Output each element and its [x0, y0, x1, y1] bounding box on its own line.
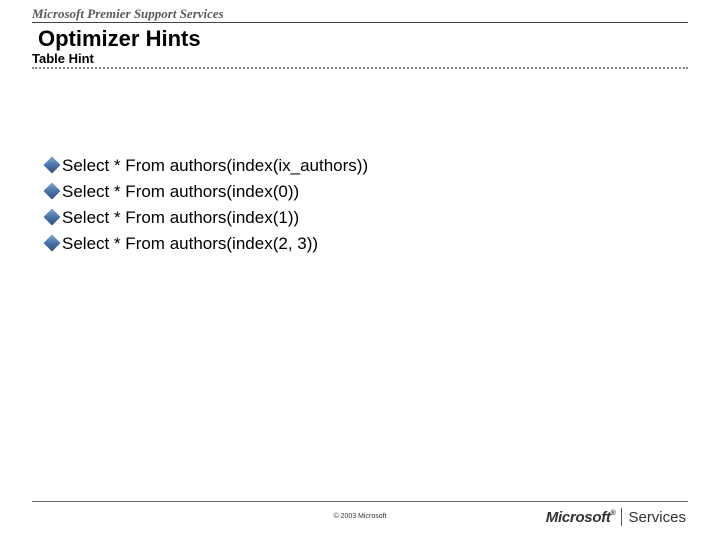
page-title: Optimizer Hints — [38, 26, 201, 52]
diamond-bullet-icon — [44, 183, 61, 200]
diamond-bullet-icon — [44, 157, 61, 174]
footer-rule — [32, 501, 688, 502]
list-item: Select * From authors(index(2, 3)) — [46, 233, 680, 255]
bullet-text: Select * From authors(index(2, 3)) — [62, 233, 318, 255]
header-rule — [32, 22, 688, 23]
bullet-text: Select * From authors(index(ix_authors)) — [62, 155, 368, 177]
microsoft-logo-text: Microsoft® — [546, 509, 616, 526]
slide: Microsoft Premier Support Services Optim… — [0, 0, 720, 540]
list-item: Select * From authors(index(1)) — [46, 207, 680, 229]
header-brand: Microsoft Premier Support Services — [32, 6, 224, 22]
logo-separator — [621, 508, 622, 526]
diamond-bullet-icon — [44, 209, 61, 226]
dotted-rule — [32, 67, 688, 69]
diamond-bullet-icon — [44, 235, 61, 252]
content-area: Select * From authors(index(ix_authors))… — [46, 155, 680, 259]
page-subtitle: Table Hint — [32, 51, 94, 66]
bullet-text: Select * From authors(index(1)) — [62, 207, 299, 229]
list-item: Select * From authors(index(0)) — [46, 181, 680, 203]
footer-logo: Microsoft® Services — [546, 508, 686, 526]
registered-icon: ® — [611, 510, 616, 517]
list-item: Select * From authors(index(ix_authors)) — [46, 155, 680, 177]
bullet-text: Select * From authors(index(0)) — [62, 181, 299, 203]
services-logo-text: Services — [628, 509, 686, 526]
logo-left-text: Microsoft — [546, 509, 611, 526]
